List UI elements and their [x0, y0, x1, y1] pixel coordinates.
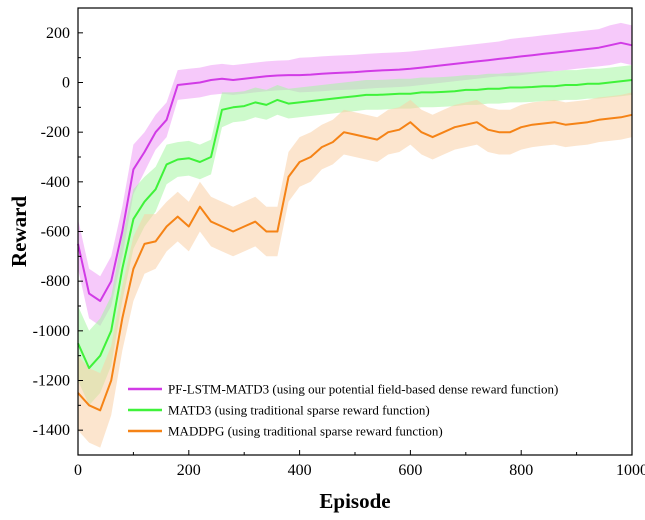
y-tick-label: -800 [41, 273, 70, 290]
y-tick-label: -1400 [33, 422, 70, 439]
y-tick-label: -200 [41, 124, 70, 141]
y-tick-label: 0 [62, 75, 70, 92]
legend: PF-LSTM-MATD3 (using our potential field… [128, 382, 558, 439]
x-tick-label: 600 [398, 462, 422, 479]
x-tick-label: 800 [509, 462, 533, 479]
legend-label-2: MADDPG (using traditional sparse reward … [168, 424, 443, 439]
x-tick-label: 400 [288, 462, 312, 479]
x-axis-title: Episode [319, 489, 390, 513]
confidence-bands [78, 22, 632, 448]
series-2-band [78, 92, 632, 448]
y-tick-label: -1200 [33, 373, 70, 390]
series-2-line [77, 113, 633, 412]
series-lines [77, 41, 633, 412]
y-tick-label: -1000 [33, 323, 70, 340]
legend-label-1: MATD3 (using traditional sparse reward f… [168, 403, 430, 418]
y-tick-label: -400 [41, 174, 70, 191]
series-0-line [77, 41, 633, 302]
axis-tick-labels: 0 200 400 600 800 1000 -1400 -1200 -1000 -800 -600… [33, 25, 645, 479]
axis-ticks [77, 32, 633, 455]
y-axis-title: Reward [7, 196, 31, 267]
x-tick-label: 1000 [616, 462, 645, 479]
y-tick-label: -600 [41, 224, 70, 241]
series-1-band [78, 65, 632, 406]
legend-label-0: PF-LSTM-MATD3 (using our potential field… [168, 382, 558, 397]
y-tick-label: 200 [46, 25, 70, 42]
x-tick-label: 0 [74, 462, 82, 479]
series-1-line [77, 79, 633, 370]
x-tick-label: 200 [177, 462, 201, 479]
